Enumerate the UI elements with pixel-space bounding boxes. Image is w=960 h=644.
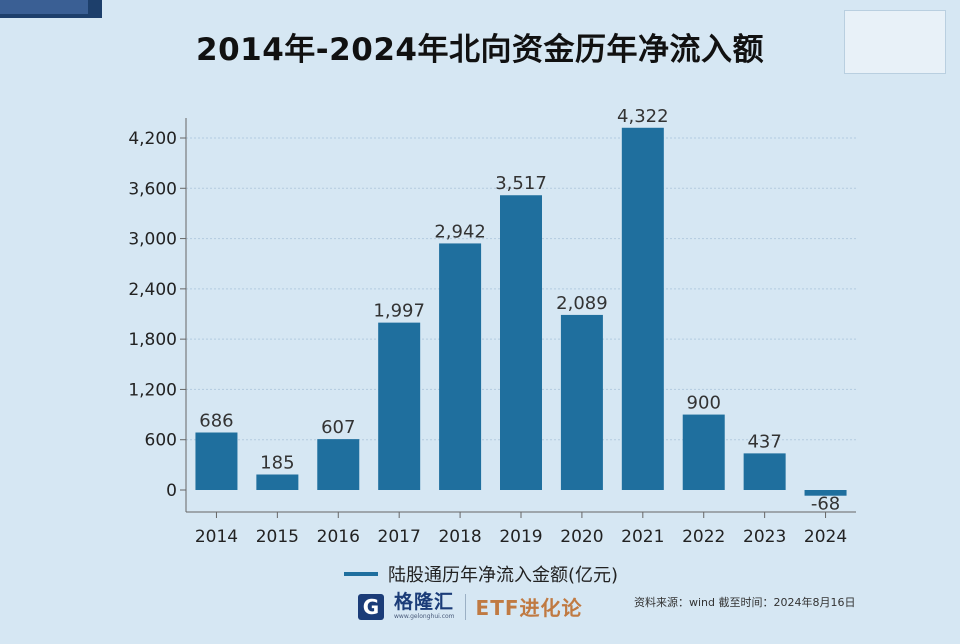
data-label: -68: [811, 494, 840, 515]
chart-title: 2014年-2024年北向资金历年净流入额: [196, 32, 764, 68]
bar-2021: [621, 127, 664, 490]
gelonghui-logo-icon: G: [358, 593, 384, 620]
x-tick-label: 2022: [682, 527, 725, 547]
x-tick-label: 2016: [317, 527, 360, 547]
corner-panel: [844, 10, 946, 74]
bar-2015: [256, 474, 299, 490]
bar-2023: [743, 453, 786, 490]
logo-name: 格隆汇: [394, 591, 455, 613]
x-tick-label: 2014: [195, 527, 238, 547]
y-tick-label: 3,000: [128, 230, 177, 250]
footer-divider: [464, 593, 466, 620]
bar-2022: [682, 414, 725, 490]
bar-chart: 0 600 1,200 1,800 2,400 3,000 3,600 4,200 686 201…: [128, 106, 856, 547]
y-tick-label: 1,200: [128, 380, 177, 400]
x-tick-label: 2020: [560, 527, 603, 547]
data-label: 686: [199, 411, 233, 432]
x-tick-label: 2018: [438, 527, 481, 547]
data-label: 2,089: [556, 293, 608, 314]
legend: 陆股通历年净流入金额(亿元): [344, 561, 618, 587]
logo-url: www.gelonghui.com: [394, 613, 455, 620]
y-tick-label: 3,600: [128, 179, 177, 199]
y-tick-label: 0: [166, 481, 177, 501]
bar-2019: [500, 195, 542, 491]
bar-2017: [378, 322, 421, 490]
x-tick-label: 2015: [256, 527, 299, 547]
footer-branding: G 格隆汇 www.gelonghui.com ETF进化论: [358, 592, 583, 621]
corner-decoration: [0, 0, 102, 18]
legend-swatch: [344, 572, 378, 576]
data-label: 4,322: [617, 106, 669, 127]
bar-2024: [804, 490, 847, 496]
data-label: 607: [321, 417, 355, 438]
legend-label: 陆股通历年净流入金额(亿元): [388, 565, 619, 586]
gelonghui-logo: 格隆汇 www.gelonghui.com: [394, 593, 455, 620]
y-tick-label: 4,200: [128, 129, 177, 149]
bar-2020: [560, 314, 603, 490]
bar-2014: [195, 432, 238, 490]
y-tick-label: 1,800: [128, 330, 177, 350]
data-label: 1,997: [373, 301, 425, 322]
bar-2018: [439, 243, 482, 490]
data-label: 2,942: [434, 221, 486, 242]
x-tick-label: 2024: [804, 527, 847, 547]
source-note: 资料来源：wind 截至时间：2024年8月16日: [634, 596, 856, 609]
x-tick-label: 2023: [743, 527, 786, 547]
bar-2016: [317, 439, 360, 490]
data-label: 185: [260, 452, 294, 473]
etf-brand: ETF进化论: [475, 596, 583, 620]
y-tick-label: 600: [145, 431, 177, 451]
x-tick-label: 2017: [378, 527, 421, 547]
data-label: 3,517: [495, 173, 547, 194]
data-label: 437: [747, 431, 781, 452]
y-tick-label: 2,400: [128, 280, 177, 300]
x-tick-label: 2019: [499, 527, 542, 547]
x-tick-label: 2021: [621, 527, 664, 547]
data-label: 900: [687, 393, 721, 414]
